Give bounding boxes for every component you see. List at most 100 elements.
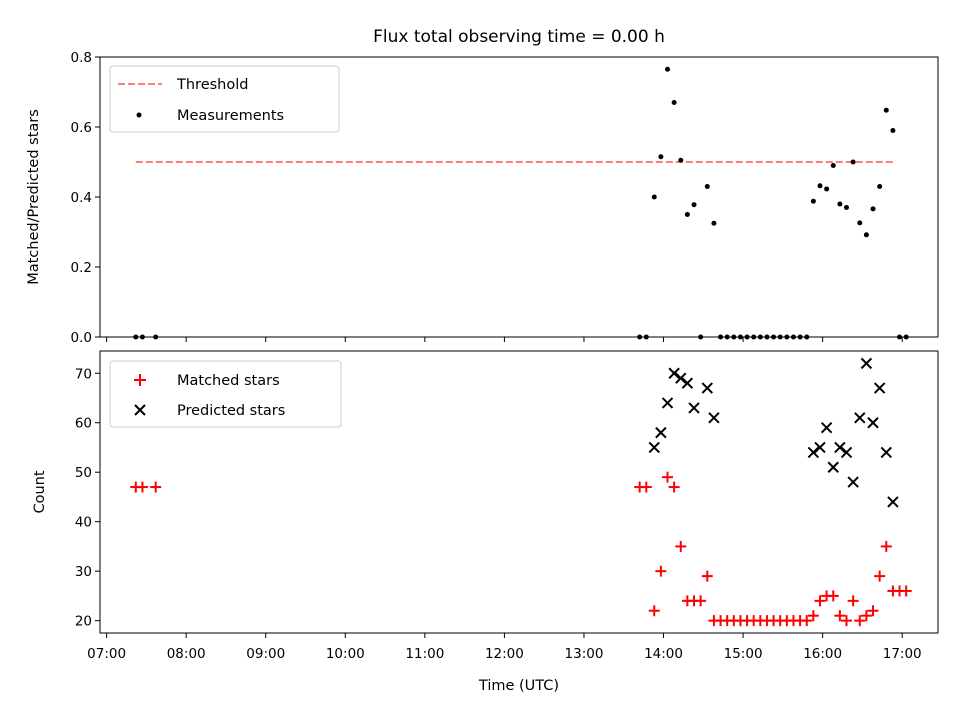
count-y-tick-label: 20 [75, 614, 92, 630]
x-tick-label: 08:00 [167, 646, 206, 662]
predicted-star-marker [880, 446, 892, 459]
predicted-star-marker [827, 461, 839, 473]
threshold-legend-label: Threshold [176, 77, 248, 93]
measurement-point [850, 159, 856, 165]
predicted-star-marker [807, 446, 820, 459]
measurement-point [684, 212, 690, 217]
matched-star-marker [655, 565, 667, 577]
predicted-star-marker [820, 421, 833, 434]
predicted-star-marker [834, 441, 846, 454]
ratio-y-tick-label: 0.6 [71, 120, 92, 136]
matched-star-marker [150, 481, 162, 493]
measurement-point [704, 184, 710, 189]
measurement-point [658, 154, 664, 160]
x-tick-label: 11:00 [405, 646, 444, 662]
measurement-point [691, 202, 697, 208]
measurement-point [883, 107, 889, 113]
matched-star-marker [136, 481, 148, 493]
measurement-point [651, 194, 657, 200]
predicted-star-marker [655, 426, 667, 439]
predicted-star-marker [688, 402, 700, 414]
count-legend: Matched stars Predicted stars [109, 360, 342, 428]
matched-star-marker [834, 610, 846, 622]
x-tick-label: 13:00 [565, 646, 604, 662]
measurement-point [837, 201, 843, 207]
ratio-y-tick-label: 0.0 [71, 330, 92, 346]
predicted-star-marker [708, 412, 720, 424]
matched-star-marker [675, 540, 687, 552]
predicted-star-marker [648, 441, 660, 454]
x-tick-label: 07:00 [87, 646, 126, 662]
matched-star-marker [854, 615, 866, 627]
matched-star-marker [662, 471, 674, 483]
count-y-tick-label: 60 [75, 416, 92, 432]
matched-star-marker [648, 605, 660, 617]
ratio-x-axis [106, 337, 903, 342]
count-y-axis-label: Count [32, 470, 48, 513]
x-tick-label: 10:00 [326, 646, 365, 662]
matched-star-marker [847, 595, 859, 607]
x-tick-label: 15:00 [724, 646, 763, 662]
x-tick-label: 17:00 [883, 646, 922, 662]
predicted-legend-swatch [134, 404, 146, 416]
matched-star-marker [814, 595, 826, 607]
measurement-point [665, 66, 671, 72]
ratio-y-tick-label: 0.8 [71, 50, 92, 66]
ratio-legend-box [109, 65, 340, 133]
x-tick-label: 14:00 [644, 646, 683, 662]
matched-star-marker [701, 570, 713, 582]
measurement-point [877, 184, 883, 189]
count-legend-box [109, 360, 342, 428]
measurement-point [810, 198, 816, 204]
matched-star-marker [880, 540, 892, 552]
matched-star-marker [695, 595, 707, 607]
predicted-star-marker [887, 496, 899, 508]
measurement-point [817, 183, 823, 189]
matched-star-marker [900, 585, 912, 597]
count-marks [130, 357, 912, 627]
matched-star-marker [841, 615, 853, 627]
matched-star-marker [801, 615, 813, 627]
x-tick-label: 16:00 [803, 646, 842, 662]
matched-legend-label: Matched stars [177, 373, 280, 389]
ratio-y-tick-label: 0.4 [71, 190, 92, 206]
count-x-axis: 07:00 08:00 09:00 10:00 11:00 12:00 13:00 14:00… [87, 633, 922, 662]
count-y-tick-label: 50 [75, 465, 92, 481]
predicted-star-marker [840, 446, 853, 459]
predicted-star-marker [847, 476, 859, 488]
measurement-point [857, 220, 863, 226]
ratio-y-axis-label: Matched/Predicted stars [26, 109, 42, 285]
x-tick-label: 12:00 [485, 646, 524, 662]
count-panel: 20 30 40 50 60 70 07:00 08:00 09:00 10:00 11:00 12… [32, 350, 939, 694]
chart-title: Flux total observing time = 0.00 h [373, 27, 665, 47]
predicted-star-marker [661, 397, 674, 409]
matched-star-marker [867, 605, 879, 617]
predicted-star-marker [873, 382, 886, 394]
predicted-star-marker [860, 357, 873, 370]
count-y-axis: 20 30 40 50 60 70 [75, 366, 100, 630]
measurement-point [844, 205, 850, 210]
predicted-star-marker [814, 441, 826, 454]
measurement-point [863, 232, 869, 238]
matched-star-marker [807, 610, 819, 622]
measurement-point [671, 100, 677, 105]
measurement-point [678, 157, 684, 163]
matched-star-marker [827, 590, 839, 602]
ratio-y-tick-label: 0.2 [71, 260, 92, 276]
measurements-legend-swatch [136, 112, 142, 118]
ratio-panel: 0.00.20.40.60.8 Matched/Predicted stars … [26, 50, 939, 346]
predicted-legend-label: Predicted stars [177, 403, 285, 419]
predicted-star-marker [854, 412, 866, 424]
measurement-point [824, 186, 830, 192]
matched-star-marker [874, 570, 886, 582]
measurement-point [890, 128, 896, 133]
predicted-star-marker [681, 377, 694, 389]
x-tick-label: 09:00 [246, 646, 285, 662]
measurement-point [711, 220, 717, 226]
count-axes-frame [99, 350, 939, 634]
x-axis-label: Time (UTC) [478, 678, 559, 694]
predicted-star-marker [675, 372, 687, 384]
predicted-star-marker [701, 382, 713, 394]
matched-star-marker [860, 610, 872, 622]
